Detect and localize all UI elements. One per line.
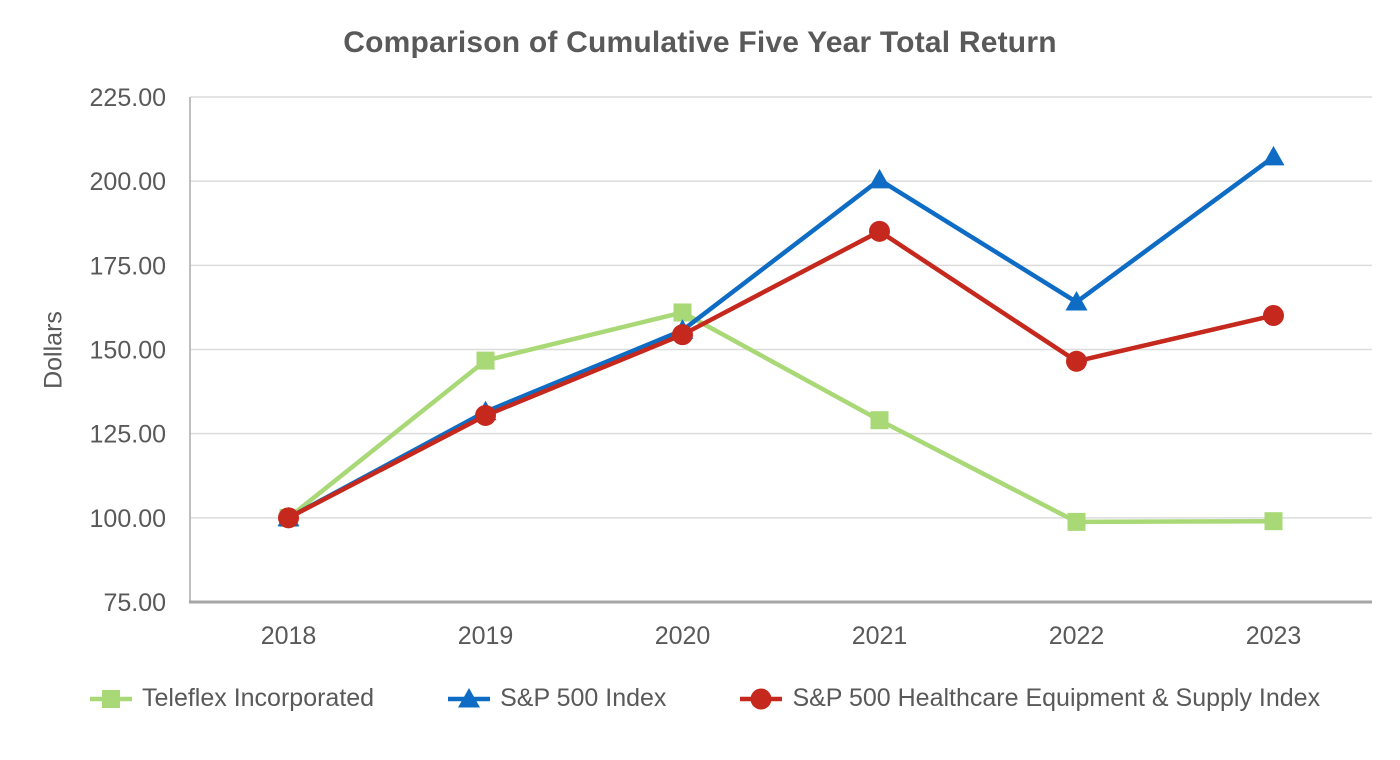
marker-circle-icon	[869, 220, 890, 242]
marker-circle-icon	[1263, 304, 1284, 326]
legend: Teleflex Incorporated S&P 500 Index S&P …	[88, 684, 1320, 713]
legend-label-teleflex: Teleflex Incorporated	[142, 684, 375, 712]
marker-square-icon	[870, 411, 889, 430]
x-tick-label: 2020	[655, 622, 711, 650]
x-tick-label: 2022	[1049, 622, 1105, 650]
marker-circle-icon	[475, 404, 496, 426]
series-line	[286, 310, 1276, 525]
marker-circle-icon	[672, 324, 693, 346]
legend-item-sp500: S&P 500 Index	[446, 684, 666, 713]
y-tick-label: 200.00	[90, 168, 166, 196]
marker-triangle-icon	[1065, 291, 1088, 311]
marker-square-icon	[1067, 512, 1086, 531]
x-tick-label: 2021	[852, 622, 908, 650]
y-tick-label: 75.00	[103, 589, 166, 617]
x-tick-label: 2018	[261, 622, 317, 650]
legend-item-healthcare: S&P 500 Healthcare Equipment & Supply In…	[738, 684, 1320, 713]
marker-triangle-icon	[868, 168, 891, 189]
plot-area: 75.00 100.00 125.00 150.00 175.00 200.00 225.0…	[90, 84, 1372, 650]
marker-square-icon	[476, 351, 495, 370]
marker-square-icon	[673, 303, 692, 322]
series-line	[286, 229, 1276, 521]
marker-square-icon	[1264, 512, 1283, 531]
x-tick-label: 2019	[458, 622, 514, 650]
series-2	[278, 220, 1284, 529]
marker-circle-icon	[1066, 350, 1087, 372]
legend-marker-triangle-icon	[448, 687, 491, 707]
marker-square-icon	[102, 689, 120, 708]
series-1	[277, 145, 1285, 527]
legend-label-healthcare: S&P 500 Healthcare Equipment & Supply In…	[792, 684, 1321, 712]
x-tick-label: 2023	[1246, 622, 1302, 650]
y-tick-label: 175.00	[90, 252, 166, 280]
y-tick-label: 125.00	[90, 421, 166, 449]
marker-circle-icon	[278, 507, 299, 529]
marker-triangle-icon	[1262, 145, 1285, 166]
series-0	[279, 303, 1283, 531]
y-tick-label: 150.00	[90, 337, 166, 365]
legend-marker-square-icon	[90, 689, 132, 708]
y-tick-label: 100.00	[90, 505, 166, 533]
series-line	[286, 154, 1276, 521]
legend-item-teleflex: Teleflex Incorporated	[88, 684, 374, 713]
y-tick-label: 225.00	[90, 84, 166, 112]
legend-label-sp500: S&P 500 Index	[500, 684, 667, 712]
chart-title: Comparison of Cumulative Five Year Total…	[343, 26, 1057, 59]
legend-marker-circle-icon	[740, 688, 783, 709]
marker-triangle-icon	[458, 687, 481, 707]
marker-circle-icon	[750, 688, 772, 709]
